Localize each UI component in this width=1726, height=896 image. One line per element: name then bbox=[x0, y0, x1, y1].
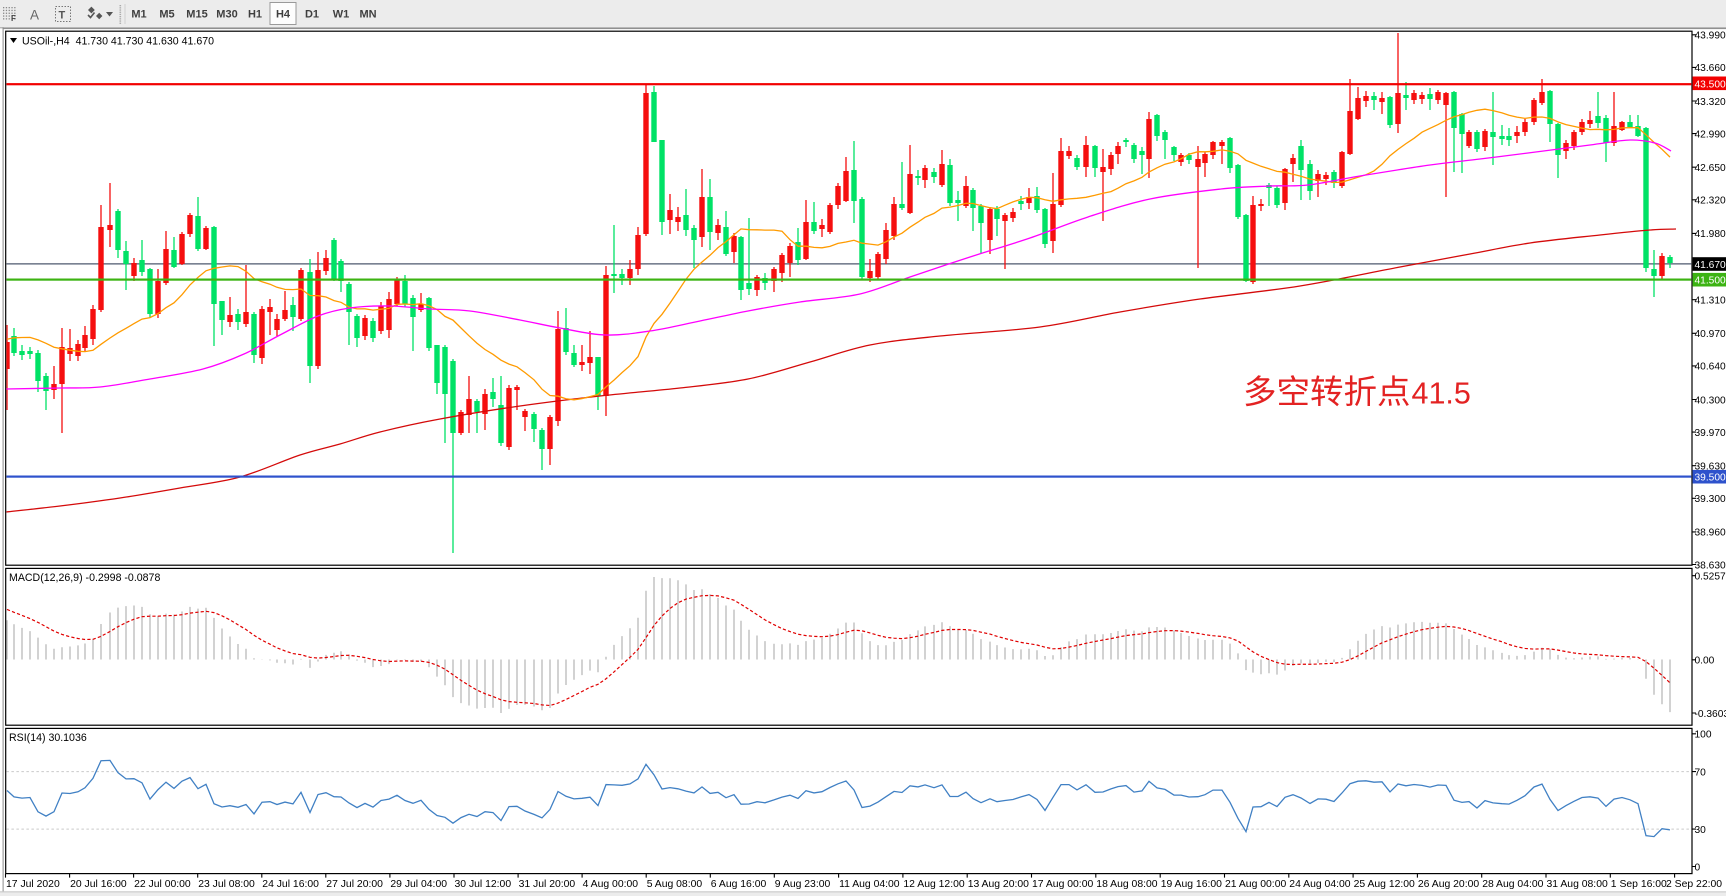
svg-text:30 Jul 12:00: 30 Jul 12:00 bbox=[455, 879, 512, 890]
svg-text:70: 70 bbox=[1695, 767, 1707, 778]
svg-text:17 Jul 2020: 17 Jul 2020 bbox=[6, 879, 60, 890]
svg-text:1 Sep 16:00: 1 Sep 16:00 bbox=[1611, 879, 1667, 890]
svg-text:5 Aug 08:00: 5 Aug 08:00 bbox=[647, 879, 703, 890]
svg-text:22 Jul 00:00: 22 Jul 00:00 bbox=[134, 879, 191, 890]
svg-text:F: F bbox=[11, 14, 16, 23]
svg-text:43.500: 43.500 bbox=[1695, 79, 1726, 90]
svg-text:M1: M1 bbox=[131, 9, 146, 21]
svg-text:D1: D1 bbox=[305, 9, 319, 21]
svg-text:T: T bbox=[59, 10, 66, 22]
svg-text:40.300: 40.300 bbox=[1695, 395, 1726, 406]
svg-text:42.320: 42.320 bbox=[1695, 196, 1726, 207]
svg-text:0.5257: 0.5257 bbox=[1695, 572, 1726, 583]
svg-text:31 Aug 08:00: 31 Aug 08:00 bbox=[1547, 879, 1608, 890]
svg-text:41.670: 41.670 bbox=[1695, 260, 1726, 271]
svg-text:6 Aug 16:00: 6 Aug 16:00 bbox=[711, 879, 767, 890]
svg-text:RSI(14) 30.1036: RSI(14) 30.1036 bbox=[9, 732, 87, 744]
svg-text:39.500: 39.500 bbox=[1695, 473, 1726, 484]
svg-text:28 Aug 04:00: 28 Aug 04:00 bbox=[1482, 879, 1543, 890]
svg-text:23 Jul 08:00: 23 Jul 08:00 bbox=[198, 879, 255, 890]
svg-text:H1: H1 bbox=[248, 9, 262, 21]
svg-text:29 Jul 04:00: 29 Jul 04:00 bbox=[390, 879, 447, 890]
svg-text:W1: W1 bbox=[333, 9, 350, 21]
svg-text:11 Aug 04:00: 11 Aug 04:00 bbox=[839, 879, 900, 890]
svg-text:18 Aug 08:00: 18 Aug 08:00 bbox=[1096, 879, 1157, 890]
svg-text:H4: H4 bbox=[276, 9, 291, 21]
svg-text:9 Aug 23:00: 9 Aug 23:00 bbox=[775, 879, 831, 890]
svg-text:41.5: 41.5 bbox=[1412, 377, 1471, 411]
svg-text:27 Jul 20:00: 27 Jul 20:00 bbox=[326, 879, 383, 890]
svg-text:M15: M15 bbox=[186, 9, 207, 21]
svg-text:17 Aug 00:00: 17 Aug 00:00 bbox=[1032, 879, 1093, 890]
svg-text:31 Jul 20:00: 31 Jul 20:00 bbox=[519, 879, 576, 890]
svg-text:43.320: 43.320 bbox=[1695, 97, 1726, 108]
svg-text:39.300: 39.300 bbox=[1695, 494, 1726, 505]
svg-text:24 Aug 04:00: 24 Aug 04:00 bbox=[1289, 879, 1350, 890]
svg-text:41.310: 41.310 bbox=[1695, 296, 1726, 307]
svg-text:24 Jul 16:00: 24 Jul 16:00 bbox=[262, 879, 319, 890]
svg-text:12 Aug 12:00: 12 Aug 12:00 bbox=[903, 879, 964, 890]
svg-text:MN: MN bbox=[359, 9, 376, 21]
svg-text:42.990: 42.990 bbox=[1695, 129, 1726, 140]
svg-text:A: A bbox=[30, 8, 39, 23]
svg-text:40.970: 40.970 bbox=[1695, 329, 1726, 340]
svg-text:39.630: 39.630 bbox=[1695, 462, 1726, 473]
svg-text:-0.3603: -0.3603 bbox=[1695, 709, 1726, 720]
svg-text:38.630: 38.630 bbox=[1695, 560, 1726, 571]
svg-text:2 Sep 22:00: 2 Sep 22:00 bbox=[1666, 879, 1722, 890]
svg-text:43.660: 43.660 bbox=[1695, 63, 1726, 74]
svg-text:26 Aug 20:00: 26 Aug 20:00 bbox=[1418, 879, 1479, 890]
svg-text:39.970: 39.970 bbox=[1695, 428, 1726, 439]
svg-text:20 Jul 16:00: 20 Jul 16:00 bbox=[70, 879, 127, 890]
svg-text:41.980: 41.980 bbox=[1695, 229, 1726, 240]
svg-text:0: 0 bbox=[1695, 862, 1701, 873]
svg-text:MACD(12,26,9) -0.2998 -0.0878: MACD(12,26,9) -0.2998 -0.0878 bbox=[9, 572, 160, 584]
svg-text:4 Aug 00:00: 4 Aug 00:00 bbox=[583, 879, 639, 890]
svg-text:19 Aug 16:00: 19 Aug 16:00 bbox=[1161, 879, 1222, 890]
svg-text:40.640: 40.640 bbox=[1695, 362, 1726, 373]
svg-text:25 Aug 12:00: 25 Aug 12:00 bbox=[1354, 879, 1415, 890]
svg-text:41.500: 41.500 bbox=[1695, 276, 1726, 287]
svg-text:21 Aug 00:00: 21 Aug 00:00 bbox=[1225, 879, 1286, 890]
svg-text:38.960: 38.960 bbox=[1695, 528, 1726, 539]
svg-text:M30: M30 bbox=[216, 9, 237, 21]
svg-text:USOil-,H4 41.730 41.730 41.63: USOil-,H4 41.730 41.730 41.630 41.670 bbox=[22, 36, 214, 48]
svg-text:42.650: 42.650 bbox=[1695, 163, 1726, 174]
svg-text:30: 30 bbox=[1695, 825, 1707, 836]
svg-text:13 Aug 20:00: 13 Aug 20:00 bbox=[968, 879, 1029, 890]
svg-text:M5: M5 bbox=[159, 9, 174, 21]
svg-text:43.990: 43.990 bbox=[1695, 31, 1726, 42]
svg-text:0.00: 0.00 bbox=[1695, 656, 1715, 667]
svg-text:100: 100 bbox=[1695, 730, 1712, 741]
